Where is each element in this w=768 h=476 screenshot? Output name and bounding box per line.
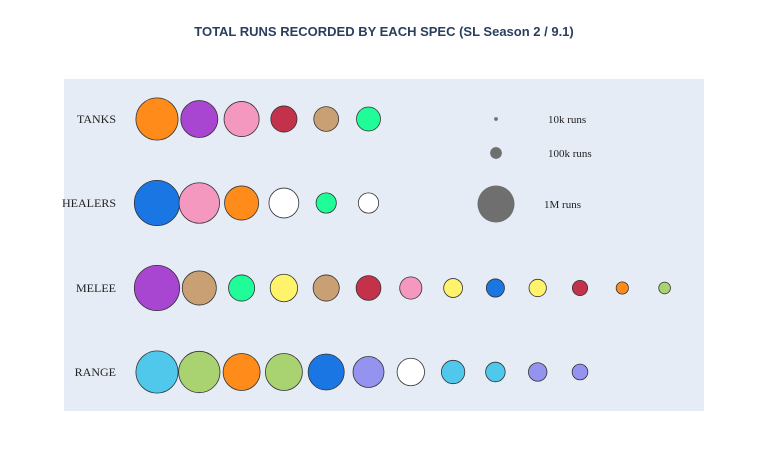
bubble-range-7 (396, 357, 425, 387)
bubble-range-6 (352, 356, 385, 388)
bubble-range-11 (571, 363, 589, 381)
bubble-range-1 (135, 350, 179, 394)
bubble-melee-6 (355, 275, 382, 301)
size-legend-marker-2 (490, 147, 502, 159)
size-legend: 10k runs 100k runs 1M runs (477, 114, 592, 223)
bubble-tanks-3 (223, 101, 260, 137)
bubble-melee-2 (181, 270, 217, 306)
row-label-tanks: TANKS (77, 112, 116, 126)
bubble-tanks-5 (313, 106, 340, 132)
bubble-healers-4 (268, 187, 300, 219)
bubble-tanks-2 (180, 100, 219, 138)
bubble-melee-12 (615, 281, 629, 295)
size-legend-label-1: 10k runs (548, 114, 586, 126)
bubble-melee-5 (312, 274, 340, 302)
bubble-melee-13 (658, 281, 671, 295)
chart-title: TOTAL RUNS RECORDED BY EACH SPEC (SL Sea… (194, 24, 574, 39)
bubble-tanks-6 (356, 106, 381, 132)
bubble-tanks-4 (270, 105, 298, 133)
bubble-healers-2 (178, 182, 220, 224)
bubble-melee-11 (571, 279, 589, 297)
bubble-healers-5 (315, 192, 337, 214)
size-legend-label-2: 100k runs (548, 148, 592, 160)
bubble-melee-4 (269, 273, 299, 303)
bubbles (133, 97, 671, 394)
size-legend-label-3: 1M runs (544, 199, 581, 211)
bubble-melee-3 (228, 274, 256, 302)
bubble-melee-8 (443, 278, 463, 298)
bubble-range-3 (222, 353, 261, 391)
bubble-healers-1 (133, 179, 181, 227)
bubble-melee-10 (528, 278, 547, 298)
bubble-tanks-1 (135, 97, 179, 141)
size-legend-marker-3 (477, 185, 515, 223)
bubble-range-4 (264, 353, 303, 391)
row-label-healers: HEALERS (62, 196, 116, 210)
bubble-range-5 (307, 353, 345, 391)
bubble-melee-1 (133, 264, 181, 312)
row-label-melee: MELEE (76, 281, 116, 295)
bubble-healers-3 (224, 185, 260, 221)
bubble-range-8 (440, 359, 466, 385)
bubble-melee-7 (399, 276, 423, 300)
bubble-melee-9 (485, 278, 505, 298)
size-legend-marker-1 (494, 117, 498, 121)
bubble-healers-6 (357, 192, 380, 214)
bubble-range-10 (528, 362, 548, 382)
bubble-range-9 (485, 361, 506, 383)
row-label-range: RANGE (75, 365, 116, 379)
bubble-range-2 (178, 350, 221, 394)
row-labels: TANKS HEALERS MELEE RANGE (62, 112, 116, 379)
